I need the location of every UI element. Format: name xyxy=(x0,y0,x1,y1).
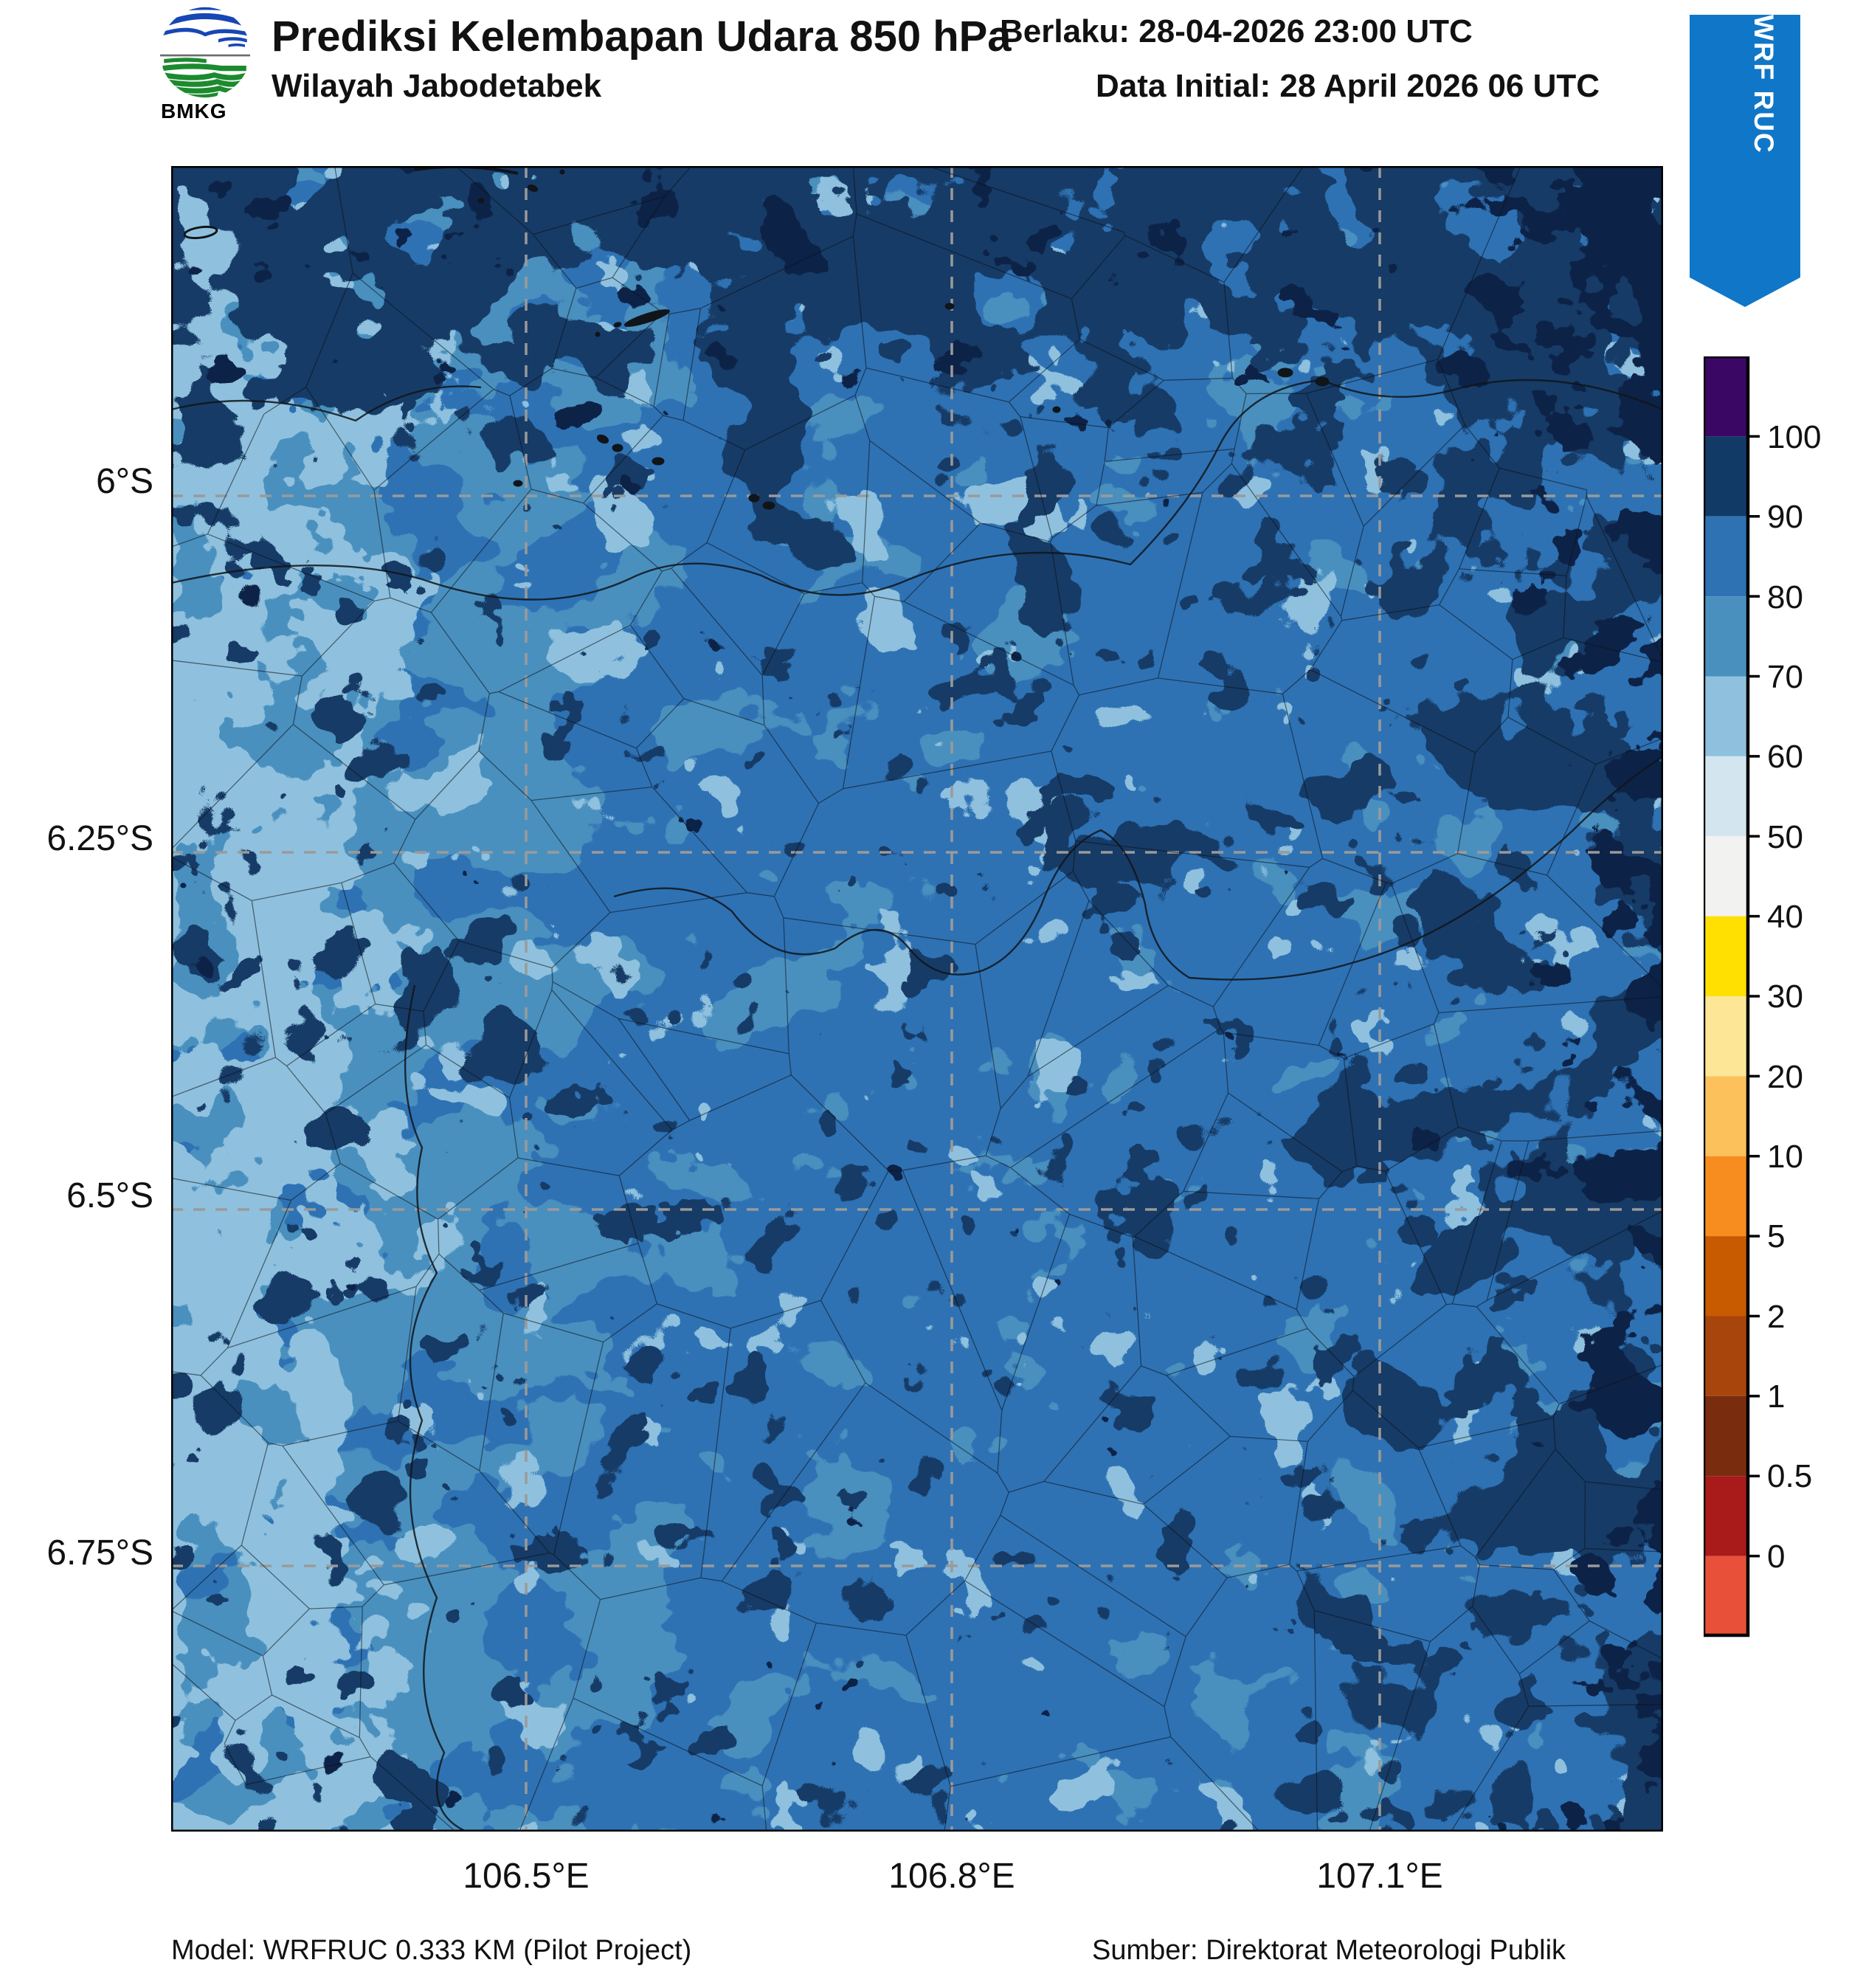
svg-text:60: 60 xyxy=(1767,739,1803,775)
svg-text:80: 80 xyxy=(1767,579,1803,615)
svg-text:2: 2 xyxy=(1767,1299,1785,1335)
svg-text:20: 20 xyxy=(1767,1059,1803,1095)
svg-text:0: 0 xyxy=(1767,1539,1785,1575)
svg-text:1: 1 xyxy=(1767,1378,1785,1415)
svg-text:40: 40 xyxy=(1767,899,1803,935)
svg-text:WRF RUC: WRF RUC xyxy=(1749,15,1779,154)
svg-text:100: 100 xyxy=(1767,419,1821,455)
svg-text:10: 10 xyxy=(1767,1139,1803,1175)
svg-text:90: 90 xyxy=(1767,499,1803,535)
svg-text:30: 30 xyxy=(1767,979,1803,1015)
svg-text:0.5: 0.5 xyxy=(1767,1458,1812,1494)
svg-text:70: 70 xyxy=(1767,659,1803,695)
svg-text:50: 50 xyxy=(1767,819,1803,855)
svg-text:5: 5 xyxy=(1767,1218,1785,1254)
